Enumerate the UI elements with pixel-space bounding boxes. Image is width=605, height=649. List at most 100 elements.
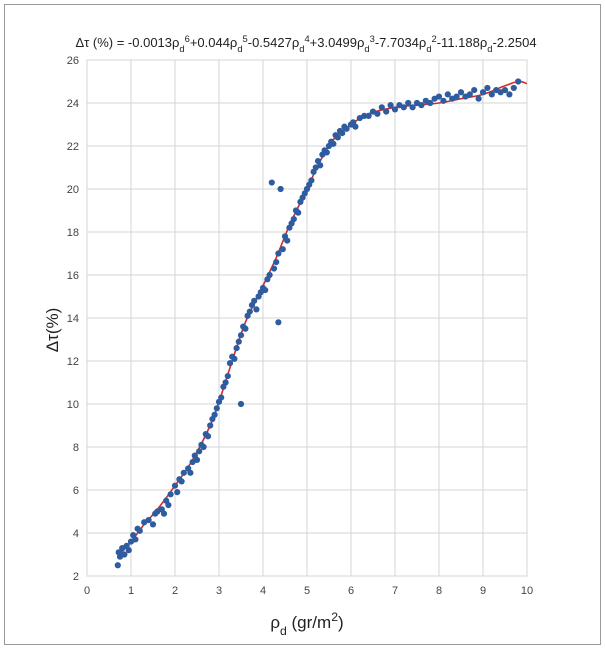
data-point <box>268 179 275 186</box>
text-part: d <box>487 44 492 54</box>
data-point <box>290 216 297 223</box>
data-point <box>251 297 258 304</box>
data-point <box>317 162 324 169</box>
chart-title: Δτ (%) = -0.0013ρd6+0.044ρd5-0.5427ρd4+3… <box>75 34 536 54</box>
data-point <box>418 102 425 109</box>
x-tick-label: 7 <box>392 585 398 597</box>
x-tick-label: 4 <box>260 585 266 597</box>
data-point <box>121 551 128 558</box>
data-point <box>400 104 407 111</box>
data-point <box>295 209 302 216</box>
y-tick-label: 22 <box>67 141 79 153</box>
data-point <box>253 306 260 313</box>
data-point <box>233 345 240 352</box>
data-point <box>391 106 399 113</box>
data-point <box>187 469 194 476</box>
x-tick-label: 10 <box>521 585 533 597</box>
data-point <box>204 433 212 440</box>
y-tick-label: 14 <box>67 313 79 325</box>
data-point <box>374 110 381 117</box>
data-point <box>409 104 416 111</box>
data-point <box>515 78 522 85</box>
text-part: -0.5427ρ <box>248 35 300 50</box>
data-point <box>510 84 517 92</box>
data-point <box>132 536 139 543</box>
x-tick-label: 0 <box>84 585 90 597</box>
data-point <box>435 93 443 100</box>
text-part: d <box>364 44 369 54</box>
grid <box>86 59 528 577</box>
x-tick-label: 9 <box>480 585 486 597</box>
data-point <box>323 149 330 156</box>
data-point <box>193 456 201 463</box>
text-part: 5 <box>243 34 248 44</box>
y-tick-label: 10 <box>67 399 79 411</box>
data-point <box>453 93 460 100</box>
text-part: 6 <box>185 34 190 44</box>
data-point <box>330 140 337 147</box>
data-point <box>440 97 447 104</box>
data-point <box>160 510 168 517</box>
y-tick-label: 26 <box>67 55 79 67</box>
text-part: -2.2504 <box>492 35 536 50</box>
y-tick-label: 20 <box>67 184 79 196</box>
data-point <box>266 271 273 279</box>
data-point <box>501 87 509 94</box>
data-point <box>457 89 465 96</box>
text-part: ) <box>338 613 344 632</box>
data-point <box>237 332 245 339</box>
x-tick-label: 2 <box>172 585 178 597</box>
data-point <box>226 360 234 367</box>
text-part: -7.7034ρ <box>375 35 427 50</box>
data-point <box>275 319 282 326</box>
data-point <box>165 501 172 509</box>
data-point <box>235 338 242 345</box>
data-point <box>387 102 394 109</box>
data-point <box>114 562 121 569</box>
text-part: d <box>179 44 184 54</box>
text-part: +0.044ρ <box>190 35 238 50</box>
data-point <box>427 99 434 107</box>
data-point <box>242 325 249 332</box>
y-tick-label: 6 <box>73 485 79 497</box>
data-point <box>207 422 214 429</box>
y-tick-label: 24 <box>67 98 79 110</box>
text-part: -11.188ρ <box>437 35 488 50</box>
x-tick-label: 3 <box>216 585 222 597</box>
data-point <box>277 185 284 193</box>
text-part: d <box>299 44 304 54</box>
data-point <box>125 547 132 554</box>
figure-frame <box>4 4 601 645</box>
text-part: d <box>237 44 242 54</box>
text-part: d <box>280 624 287 638</box>
data-point <box>145 517 152 524</box>
data-point <box>171 482 179 489</box>
text-part: +3.0499ρ <box>310 35 365 50</box>
data-point <box>444 91 451 98</box>
data-point <box>196 448 203 455</box>
y-axis-title: Δτ(%) <box>43 308 62 353</box>
y-tick-label: 4 <box>73 528 79 540</box>
y-tick-label: 8 <box>73 442 79 454</box>
data-point <box>466 91 473 98</box>
text-part: (gr/m <box>287 613 331 632</box>
data-point <box>343 125 350 132</box>
data-point <box>262 286 269 294</box>
x-tick-label: 5 <box>304 585 310 597</box>
data-point <box>284 237 291 244</box>
text-part: 2 <box>432 34 437 44</box>
data-point <box>378 104 385 111</box>
y-tick-label: 2 <box>73 571 79 583</box>
x-tick-label: 8 <box>436 585 442 597</box>
data-point <box>200 443 207 451</box>
data-point <box>361 112 368 119</box>
data-point <box>273 259 280 266</box>
data-point <box>178 478 185 485</box>
data-point <box>237 400 245 408</box>
x-tick-label: 6 <box>348 585 354 597</box>
data-point <box>180 469 187 476</box>
data-point <box>167 491 174 498</box>
data-point <box>405 99 412 107</box>
text-part: d <box>426 44 431 54</box>
data-point <box>174 489 181 496</box>
